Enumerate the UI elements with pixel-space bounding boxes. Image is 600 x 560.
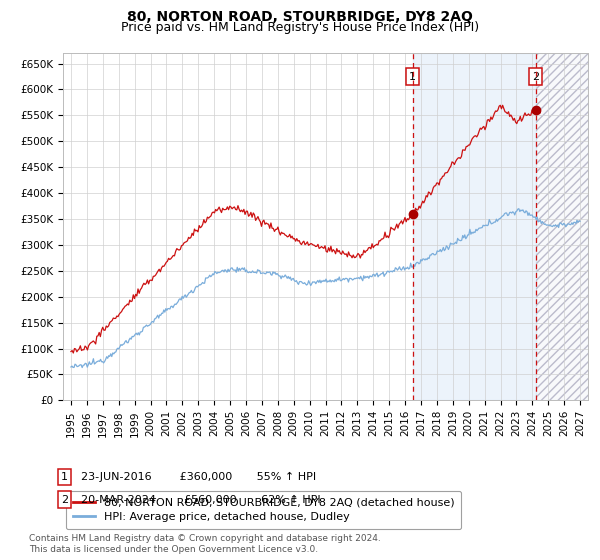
Text: 1: 1 (409, 72, 416, 82)
Bar (536, 53, 588, 400)
Bar (413, 53, 536, 400)
Text: 23-JUN-2016        £360,000       55% ↑ HPI: 23-JUN-2016 £360,000 55% ↑ HPI (81, 472, 316, 482)
Legend: 80, NORTON ROAD, STOURBRIDGE, DY8 2AQ (detached house), HPI: Average price, deta: 80, NORTON ROAD, STOURBRIDGE, DY8 2AQ (d… (66, 491, 461, 529)
Text: 2: 2 (532, 72, 539, 82)
Text: 2: 2 (61, 494, 68, 505)
Text: 80, NORTON ROAD, STOURBRIDGE, DY8 2AQ: 80, NORTON ROAD, STOURBRIDGE, DY8 2AQ (127, 10, 473, 24)
Bar (536, 53, 588, 400)
Text: 1: 1 (61, 472, 68, 482)
Text: Price paid vs. HM Land Registry's House Price Index (HPI): Price paid vs. HM Land Registry's House … (121, 21, 479, 34)
Text: 20-MAR-2024        £560,000       62% ↑ HPI: 20-MAR-2024 £560,000 62% ↑ HPI (81, 494, 320, 505)
Text: Contains HM Land Registry data © Crown copyright and database right 2024.
This d: Contains HM Land Registry data © Crown c… (29, 534, 380, 554)
